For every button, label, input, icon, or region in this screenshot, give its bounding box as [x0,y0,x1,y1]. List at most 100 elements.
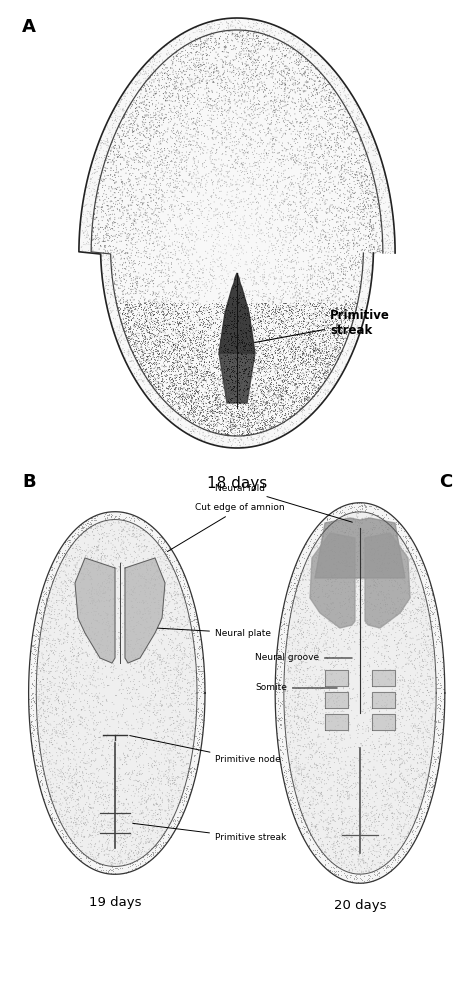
Point [407,607,415,623]
Point [315,296,322,312]
Point [163,60,170,76]
Point [139,778,147,793]
Point [298,768,305,783]
Point [270,61,278,77]
Point [251,144,258,159]
Point [156,807,164,823]
Point [422,566,429,582]
Point [266,420,273,435]
Point [81,671,88,687]
Point [328,126,335,142]
Point [222,332,230,348]
Point [80,557,87,573]
Point [320,345,328,361]
Point [333,735,341,751]
Point [59,701,66,717]
Point [144,224,151,240]
Point [227,393,234,409]
Point [286,114,293,130]
Point [192,138,200,153]
Point [256,199,264,214]
Point [109,732,116,748]
Point [191,126,199,142]
Point [261,387,268,403]
Point [227,238,235,254]
Point [185,790,192,806]
Point [225,204,232,220]
Point [273,315,280,330]
Point [374,570,382,586]
Point [284,379,292,395]
Point [179,771,186,786]
Point [145,367,153,382]
Point [91,201,99,216]
Point [239,365,247,380]
Point [114,780,121,795]
Point [235,233,242,249]
Point [284,363,292,378]
Point [203,33,211,49]
Point [403,808,410,824]
Point [327,375,334,390]
Point [216,163,224,179]
Point [299,266,307,282]
Point [224,361,231,376]
Point [286,176,293,192]
Point [107,865,115,881]
Point [238,155,246,171]
Point [252,30,260,46]
Point [359,846,366,862]
Point [207,121,215,137]
Point [200,393,208,409]
Point [159,619,166,635]
Point [87,512,94,528]
Point [177,294,185,310]
Point [403,703,410,719]
Point [359,782,366,798]
Point [130,621,137,637]
Point [84,813,91,829]
Point [388,766,395,781]
Point [136,99,144,115]
Point [245,353,253,369]
Point [325,244,333,260]
Point [291,106,299,122]
Point [241,308,249,323]
Point [172,31,180,47]
Point [342,525,349,541]
Point [167,338,175,354]
Point [311,200,319,215]
Point [273,360,281,376]
Point [73,597,81,612]
Point [79,571,87,587]
Point [227,171,234,187]
Point [177,347,184,363]
Point [171,74,178,89]
Point [391,546,398,561]
Point [280,659,288,674]
Point [134,315,142,330]
Point [248,294,255,310]
Point [203,412,211,428]
Point [88,549,95,565]
Point [170,358,178,374]
Point [183,369,191,384]
Point [408,585,415,601]
Point [180,320,187,336]
Point [263,424,271,439]
Point [170,574,178,590]
Point [99,153,107,169]
Point [428,634,435,650]
Point [194,704,202,720]
Point [174,333,182,349]
Point [75,817,83,833]
Point [343,869,350,885]
Point [361,197,368,212]
Point [178,54,186,70]
Point [245,427,252,442]
Point [264,172,272,188]
Point [424,682,431,698]
Point [163,753,170,769]
Point [379,188,387,203]
Point [96,640,103,656]
